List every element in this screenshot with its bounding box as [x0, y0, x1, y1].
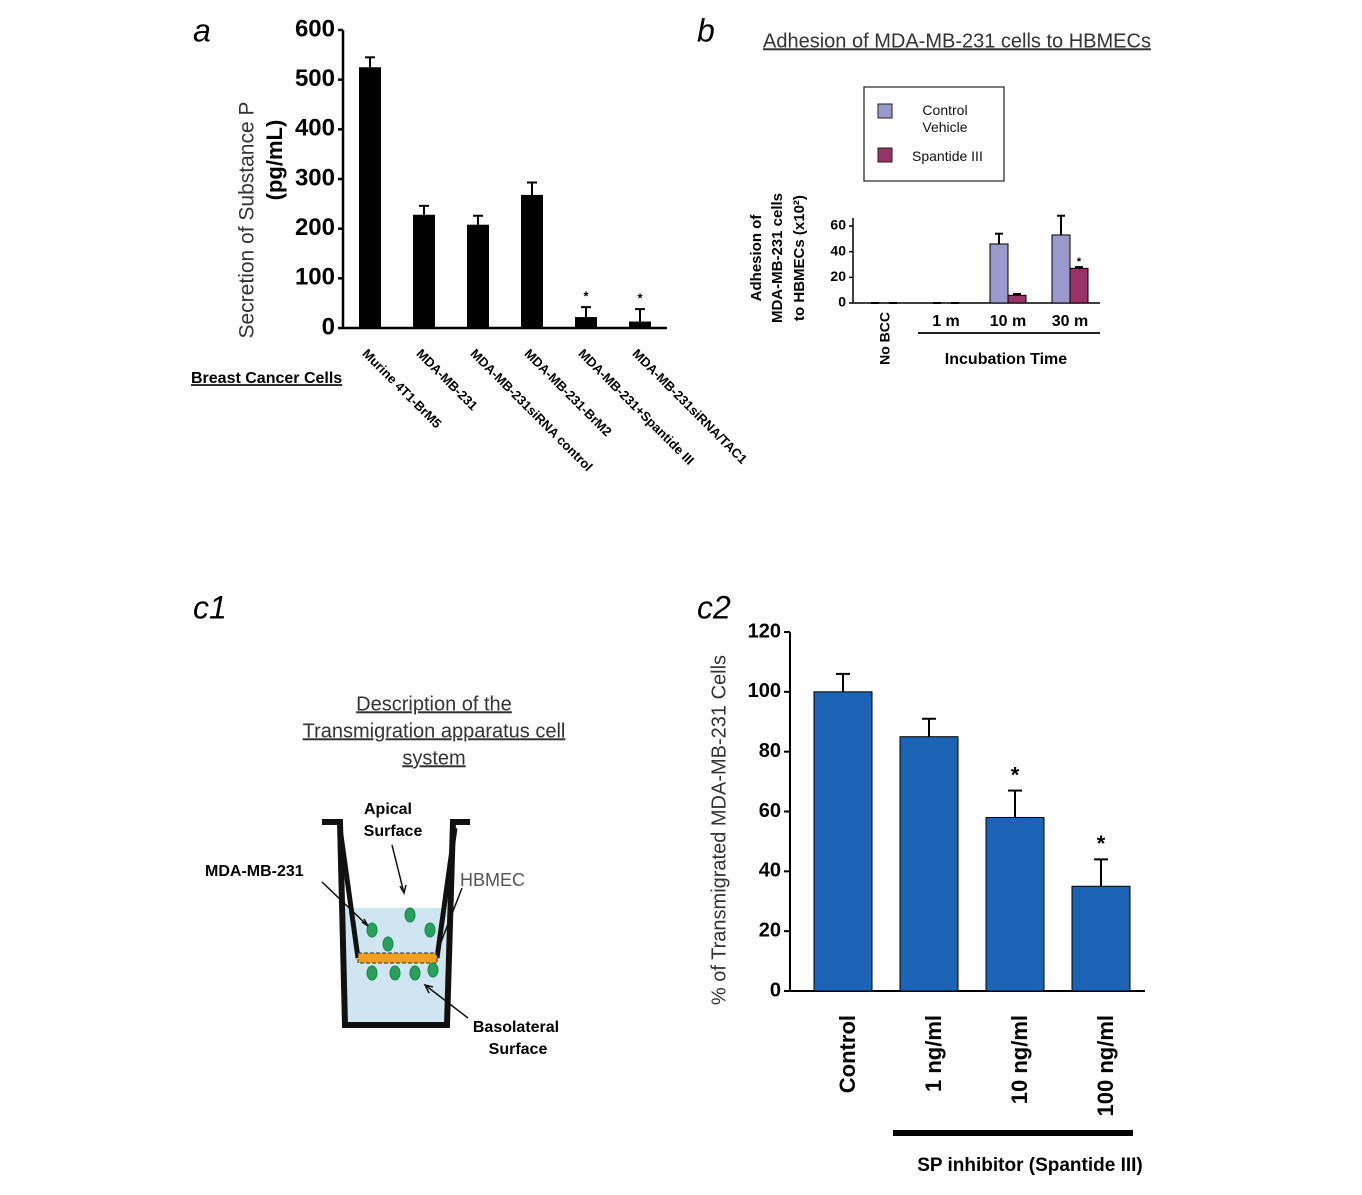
- y-axis-label: MDA-MB-231 cells: [769, 193, 786, 323]
- y-tick-label: 400: [295, 115, 335, 142]
- bar: [1071, 885, 1131, 992]
- bar: [989, 243, 1009, 304]
- y-tick-label: 20: [830, 268, 846, 284]
- panel-label: b: [697, 12, 715, 48]
- bar: [1007, 294, 1027, 304]
- x-tick-label: 1 m: [932, 313, 960, 330]
- bar: [985, 816, 1045, 992]
- y-axis-label: % of Transmigrated MDA-MB-231 Cells: [708, 655, 730, 1005]
- x-axis-label: SP inhibitor (Spantide III): [917, 1155, 1143, 1176]
- y-tick-label: 0: [322, 313, 335, 340]
- x-axis-label: Breast Cancer Cells: [191, 370, 342, 387]
- significance-mark: *: [583, 289, 589, 304]
- legend-swatch: [877, 147, 893, 163]
- bar: [521, 194, 543, 328]
- y-tick-label: 100: [748, 680, 781, 702]
- y-tick-label: 500: [295, 65, 335, 92]
- x-axis-label: Incubation Time: [945, 351, 1067, 368]
- panel-label: c1: [193, 589, 227, 625]
- bar: [1069, 267, 1089, 304]
- bar: [813, 691, 873, 992]
- x-tick-label: 30 m: [1052, 313, 1088, 330]
- y-tick-label: 300: [295, 164, 335, 191]
- x-tick-label: No BCC: [877, 312, 893, 365]
- well: [322, 819, 470, 1028]
- diagram-title: Description of the: [356, 693, 512, 715]
- y-tick-label: 60: [759, 800, 781, 822]
- chart-title: Adhesion of MDA-MB-231 cells to HBMECs: [763, 30, 1151, 52]
- significance-mark: *: [637, 291, 643, 306]
- y-axis-label: Adhesion of: [748, 214, 765, 302]
- legend-label: Control Vehicle: [922, 102, 968, 135]
- significance-mark: *: [1011, 762, 1020, 787]
- bar: [899, 736, 959, 992]
- apical-label: Surface: [364, 823, 423, 840]
- y-tick-label: 600: [295, 15, 335, 42]
- y-tick-label: 200: [295, 214, 335, 241]
- diagram-title: Transmigration apparatus cell: [303, 720, 566, 742]
- bar: [629, 321, 651, 328]
- y-tick-label: 0: [838, 294, 846, 310]
- apical-label: Apical: [364, 801, 412, 818]
- x-tick-label: 100 ng/ml: [1093, 1015, 1118, 1116]
- legend-box: [863, 86, 1005, 182]
- significance-mark: *: [1077, 256, 1082, 268]
- x-tick-label: Control: [835, 1015, 860, 1093]
- legend-swatch: [877, 103, 893, 119]
- bar: [359, 67, 381, 328]
- bar: [575, 317, 597, 328]
- basolateral-label: Basolateral: [473, 1019, 559, 1036]
- y-tick-label: 100: [295, 264, 335, 291]
- bar: [413, 214, 435, 328]
- x-tick-label: 10 ng/ml: [1007, 1015, 1032, 1104]
- y-tick-label: 40: [759, 860, 781, 882]
- significance-mark: *: [1097, 831, 1106, 856]
- y-axis-label: Secretion of Substance P: [236, 102, 259, 339]
- cells-label: MDA-MB-231: [205, 863, 304, 880]
- basolateral-label: Surface: [489, 1041, 548, 1058]
- bar: [467, 224, 489, 328]
- panel-label: a: [193, 12, 211, 48]
- panel-label: c2: [697, 589, 731, 625]
- y-axis-label: (pg/mL): [262, 120, 287, 201]
- cells: [366, 907, 439, 981]
- x-tick-label: 1 ng/ml: [921, 1015, 946, 1092]
- y-tick-label: 80: [759, 740, 781, 762]
- diagram: c1 Description of the Transmigration app…: [193, 589, 565, 1058]
- insert: [337, 827, 458, 959]
- y-axis-label: to HBMECs (x10²): [791, 195, 808, 321]
- y-tick-label: 0: [770, 979, 781, 1001]
- diagram-title: system: [402, 747, 465, 769]
- y-tick-label: 40: [830, 242, 846, 258]
- y-tick-label: 60: [830, 217, 846, 233]
- x-tick-label: 10 m: [990, 313, 1026, 330]
- bar: [1051, 234, 1071, 304]
- membrane-label: HBMEC: [460, 870, 525, 890]
- legend-label: Spantide III: [912, 148, 983, 164]
- pointers: [321, 844, 469, 1019]
- membrane: [357, 952, 438, 964]
- y-tick-label: 120: [748, 620, 781, 642]
- y-tick-label: 20: [759, 919, 781, 941]
